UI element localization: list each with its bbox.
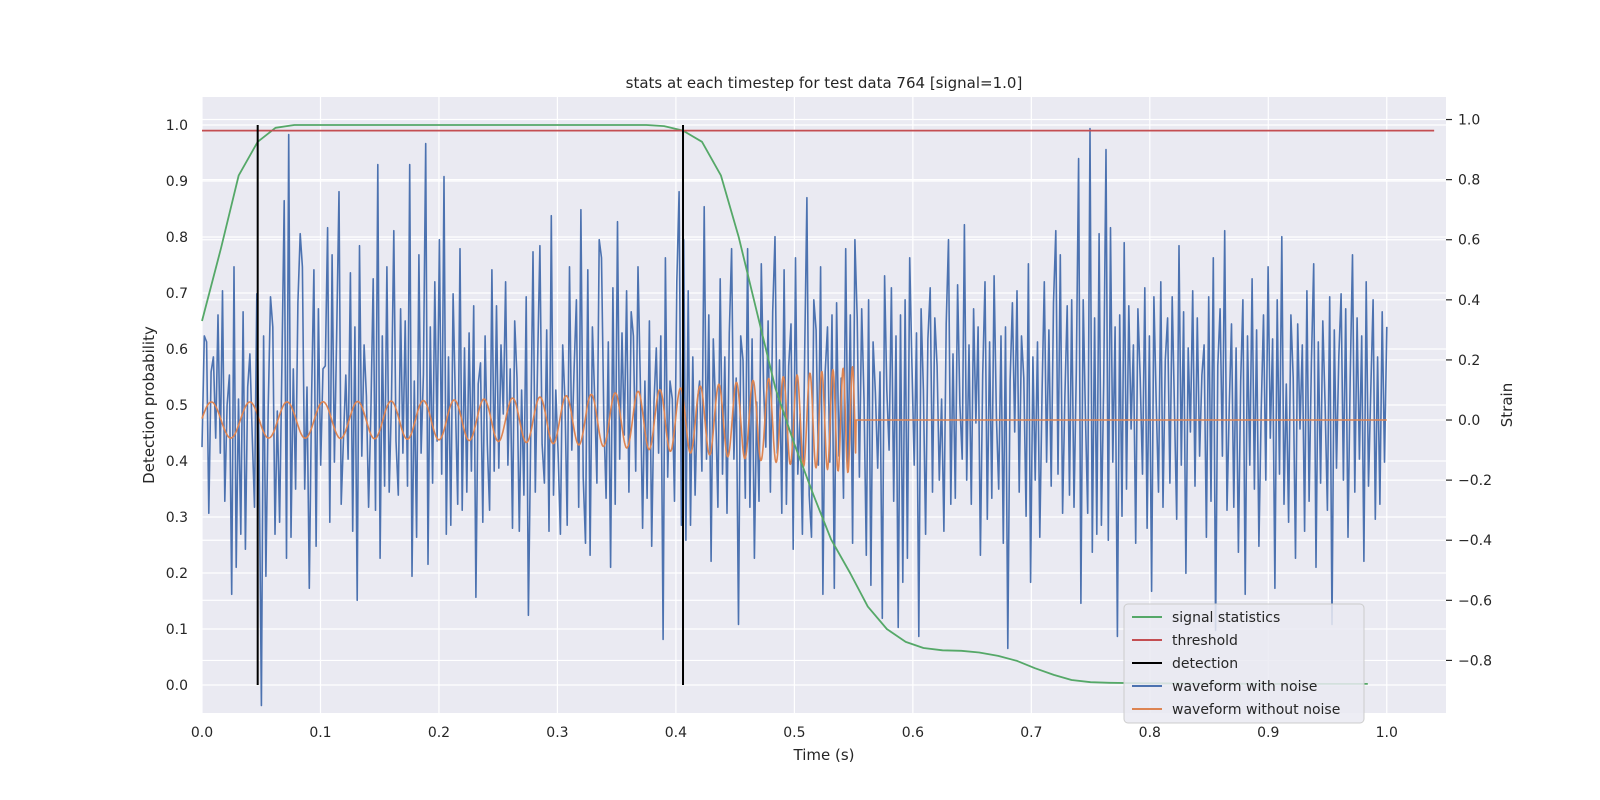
y-axis-right-label: Strain (1498, 383, 1516, 427)
x-axis-label: Time (s) (793, 746, 855, 764)
x-tick-label: 0.8 (1139, 725, 1161, 741)
y-left-tick-label: 0.2 (166, 566, 188, 582)
legend-box (1123, 603, 1365, 724)
x-tick-label: 0.6 (902, 725, 924, 741)
y-left-tick-label: 1.0 (166, 118, 188, 134)
x-tick-label: 1.0 (1376, 725, 1398, 741)
y-left-tick-label: 0.3 (166, 510, 188, 526)
y-right-tick-label: 0.2 (1458, 353, 1480, 369)
x-tick-label: 0.5 (783, 725, 805, 741)
legend-label-detection: detection (1172, 656, 1238, 672)
x-tick-label: 0.2 (428, 725, 450, 741)
y-left-tick-label: 0.8 (166, 230, 188, 246)
x-tick-label: 0.3 (546, 725, 568, 741)
y-right-tick-label: −0.4 (1458, 533, 1492, 549)
y-right-tick-label: 0.6 (1458, 233, 1480, 249)
y-right-tick-label: 1.0 (1458, 113, 1480, 129)
y-left-tick-label: 0.5 (166, 398, 188, 414)
legend: signal statistics threshold detection wa… (1123, 603, 1365, 724)
y-right-tick-label: 0.0 (1458, 413, 1480, 429)
y-left-tick-label: 0.9 (166, 174, 188, 190)
series-signal-statistics (201, 124, 1368, 685)
y-right-tick-label: −0.8 (1458, 653, 1492, 669)
series-layer (201, 124, 1435, 707)
legend-label-waveform-without-noise: waveform without noise (1172, 702, 1340, 718)
y-axis-left-label: Detection probability (140, 326, 158, 484)
y-left-tick-label: 0.1 (166, 622, 188, 638)
y-left-tick-label: 0.0 (166, 678, 188, 694)
y-left-tick-label: 0.6 (166, 342, 188, 358)
y-left-tick-label: 0.4 (166, 454, 188, 470)
x-tick-label: 0.1 (309, 725, 331, 741)
x-tick-label: 0.0 (191, 725, 213, 741)
x-tick-label: 0.4 (665, 725, 687, 741)
legend-label-waveform-with-noise: waveform with noise (1172, 679, 1317, 695)
x-tick-label: 0.9 (1257, 725, 1279, 741)
y-right-tick-label: −0.2 (1458, 473, 1492, 489)
y-right-tick-label: 0.8 (1458, 173, 1480, 189)
series-waveform-without-noise (201, 365, 1388, 474)
chart-title: stats at each timestep for test data 764… (626, 74, 1023, 92)
ticks: 0.0 0.1 0.2 0.3 0.4 0.5 0.6 0.7 0.8 0.9 1.0 0.0 0.1 0… (166, 113, 1492, 741)
legend-label-signal-statistics: signal statistics (1172, 610, 1280, 626)
y-right-tick-label: −0.6 (1458, 593, 1492, 609)
y-left-tick-label: 0.7 (166, 286, 188, 302)
legend-label-threshold: threshold (1172, 633, 1238, 649)
x-tick-label: 0.7 (1020, 725, 1042, 741)
y-right-tick-label: 0.4 (1458, 293, 1480, 309)
